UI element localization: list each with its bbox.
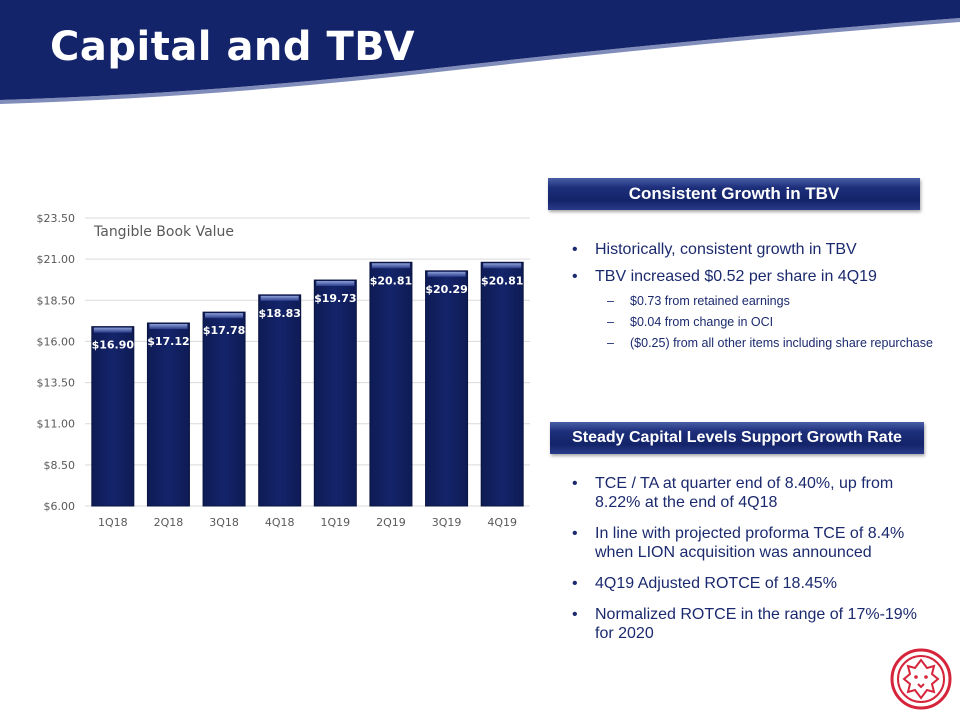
bar: [258, 294, 302, 507]
x-tick-label: 4Q19: [487, 516, 517, 529]
x-tick-label: 1Q18: [98, 516, 128, 529]
bullet-item: In line with projected proforma TCE of 8…: [560, 524, 920, 562]
bar: [146, 322, 190, 507]
sub-bullet-item: $0.73 from retained earnings: [560, 294, 950, 309]
y-tick-label: $11.00: [37, 418, 76, 431]
y-tick-label: $21.00: [37, 253, 76, 266]
bar: [91, 326, 135, 507]
bar-highlight: [205, 313, 244, 319]
sub-bullet-item: $0.04 from change in OCI: [560, 315, 950, 330]
x-tick-label: 3Q18: [209, 516, 239, 529]
bullet-item: TBV increased $0.52 per share in 4Q19: [560, 267, 950, 286]
bar-highlight: [93, 327, 132, 333]
bar: [425, 270, 469, 507]
data-label: $17.12: [147, 335, 189, 348]
header-swoosh: [0, 0, 960, 104]
panel-heading-growth: Consistent Growth in TBV: [548, 178, 920, 210]
tbv-bar-chart: $6.00 $8.50 $11.00 $13.50 $16.00 $18.50 $21.00…: [37, 212, 530, 529]
panel-heading-capital: Steady Capital Levels Support Growth Rat…: [550, 422, 924, 454]
growth-bullet-list: Historically, consistent growth in TBV TB…: [560, 240, 950, 351]
bullet-item: Normalized ROTCE in the range of 17%-19%…: [560, 605, 920, 643]
bullet-item: 4Q19 Adjusted ROTCE of 18.45%: [560, 574, 920, 593]
bullet-item: Historically, consistent growth in TBV: [560, 240, 950, 259]
bar: [369, 261, 413, 507]
capital-bullet-list: TCE / TA at quarter end of 8.40%, up fro…: [560, 474, 920, 655]
y-tick-label: $16.00: [37, 335, 76, 348]
bar-highlight: [371, 263, 410, 269]
y-tick-label: $8.50: [44, 459, 76, 472]
data-label: $16.90: [92, 339, 135, 352]
chart-title: Tangible Book Value: [93, 224, 234, 240]
bar-highlight: [316, 281, 355, 287]
y-tick-label: $13.50: [37, 377, 76, 390]
y-tick-label: $18.50: [37, 294, 76, 307]
x-tick-label: 3Q19: [432, 516, 462, 529]
data-label: $20.81: [370, 274, 412, 287]
bar-highlight: [427, 271, 466, 277]
x-tick-label: 1Q19: [320, 516, 350, 529]
bar-highlight: [149, 323, 188, 329]
bar: [202, 311, 246, 507]
sub-bullet-item: ($0.25) from all other items including s…: [560, 336, 950, 351]
y-tick-label: $23.50: [37, 212, 76, 225]
x-tick-label: 4Q18: [265, 516, 295, 529]
data-label: $19.73: [314, 292, 356, 305]
y-tick-label: $6.00: [44, 500, 76, 513]
data-label: $20.29: [425, 283, 467, 296]
x-tick-label: 2Q18: [154, 516, 184, 529]
page-title: Capital and TBV: [50, 24, 416, 70]
bullet-item: TCE / TA at quarter end of 8.40%, up fro…: [560, 474, 920, 512]
header-band: Capital and TBV: [0, 0, 960, 105]
lion-head-icon: [890, 648, 952, 710]
data-label: $20.81: [481, 274, 523, 287]
bar-highlight: [483, 263, 522, 269]
data-label: $18.83: [258, 307, 300, 320]
bar: [480, 261, 524, 507]
data-label: $17.78: [203, 324, 245, 337]
bar: [313, 279, 357, 507]
x-tick-label: 2Q19: [376, 516, 406, 529]
bar-highlight: [260, 295, 299, 301]
